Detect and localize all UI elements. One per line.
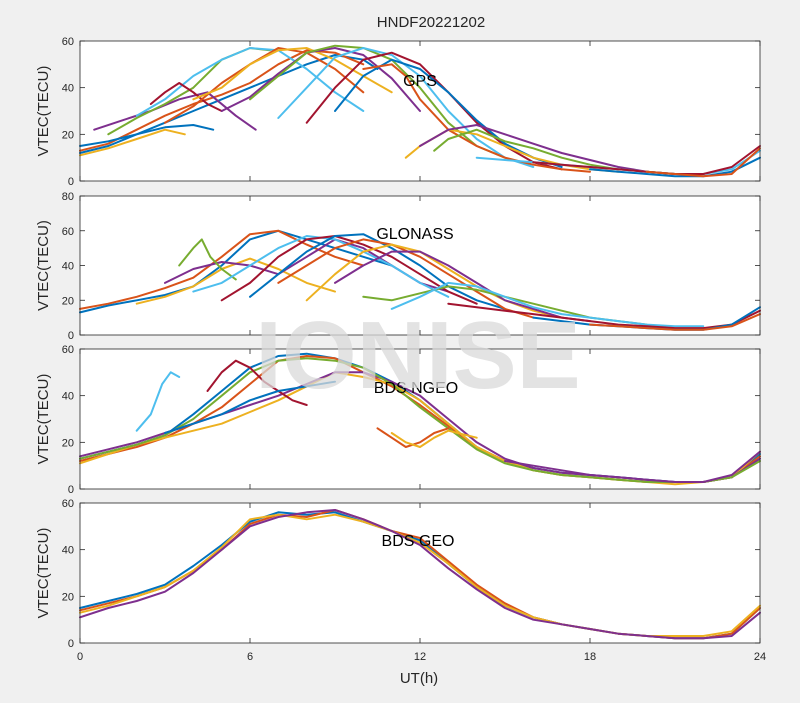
x-axis-label: UT(h) xyxy=(400,670,438,687)
y-axis-label: VTEC(TECU) xyxy=(35,220,52,311)
x-tick-label: 6 xyxy=(247,651,253,663)
y-axis-label: VTEC(TECU) xyxy=(35,528,52,619)
y-tick-label: 60 xyxy=(62,226,74,238)
series-line-14 xyxy=(305,51,563,171)
subplot-3: 0 20 40 60 BDS NGEO VTEC(TECU) xyxy=(35,344,761,496)
y-tick-label: 0 xyxy=(68,330,74,342)
y-tick-label: 40 xyxy=(62,545,74,557)
y-tick-label: 0 xyxy=(68,176,74,188)
x-tick-label: 12 xyxy=(414,651,426,663)
watermark: IONISE xyxy=(255,302,580,409)
subplots: 0204060GPSVTEC(TECU)020406080GLONASSVTEC… xyxy=(35,36,766,663)
x-tick-label: 18 xyxy=(584,651,596,663)
y-tick-label: 60 xyxy=(62,498,74,510)
series-line-4 xyxy=(93,91,257,131)
series-line-4 xyxy=(79,509,761,640)
panel-annotation: GLONASS xyxy=(376,226,453,243)
y-tick-label: 60 xyxy=(62,344,74,356)
series-line-1 xyxy=(79,229,393,314)
series-line-5 xyxy=(178,238,237,281)
y-tick-label: 40 xyxy=(62,391,74,403)
series-line-11 xyxy=(504,450,761,483)
series-line-2 xyxy=(79,229,365,310)
y-tick-label: 40 xyxy=(62,83,74,95)
series-line-7 xyxy=(206,359,308,406)
y-tick-label: 60 xyxy=(62,36,74,48)
series-line-9 xyxy=(164,47,365,124)
y-tick-label: 40 xyxy=(62,261,74,273)
subplot-2: 0 20 40 60 80 GLONASS VTEC(TECU) xyxy=(35,191,761,342)
series-line-6 xyxy=(135,371,181,432)
series-line-16 xyxy=(589,313,761,331)
x-tick-label: 24 xyxy=(754,651,766,663)
series-line-11 xyxy=(220,47,421,112)
series-line-16 xyxy=(362,63,591,173)
y-axis-label: VTEC(TECU) xyxy=(35,66,52,157)
series-line-8 xyxy=(164,380,336,434)
panel-annotation: GPS xyxy=(403,73,437,90)
series-line-13 xyxy=(390,281,705,328)
x-tick-label: 0 xyxy=(77,651,83,663)
y-tick-label: 20 xyxy=(62,295,74,307)
series-line-7 xyxy=(220,235,478,305)
y-tick-label: 20 xyxy=(62,591,74,603)
y-tick-label: 20 xyxy=(62,437,74,449)
y-axis-label: VTEC(TECU) xyxy=(35,374,52,465)
series-line-7 xyxy=(149,82,223,112)
series-line-11 xyxy=(334,250,591,323)
series-line-8 xyxy=(79,124,215,147)
y-tick-label: 20 xyxy=(62,129,74,141)
subplot-1: 0 20 40 60 GPS VTEC(TECU) xyxy=(35,36,761,188)
series-line-13 xyxy=(277,47,535,168)
panel-annotation: BDS GEO xyxy=(382,533,455,550)
series-line-23 xyxy=(645,147,761,178)
series-line-6 xyxy=(135,47,365,117)
series-line-3 xyxy=(79,128,186,157)
series-line-5 xyxy=(79,357,761,483)
axes-frame xyxy=(79,502,761,644)
series-line-10 xyxy=(192,47,393,101)
y-tick-label: 0 xyxy=(68,484,74,496)
panel-annotation: BDS NGEO xyxy=(374,380,458,397)
y-tick-label: 80 xyxy=(62,191,74,203)
series-line-14 xyxy=(447,302,761,330)
y-tick-label: 0 xyxy=(68,638,74,650)
axes-frame xyxy=(79,348,761,490)
axes-frame xyxy=(79,195,761,336)
series-line-10 xyxy=(390,429,478,448)
figure-title: HNDF20221202 xyxy=(377,14,485,31)
subplot-4: 0 20 40 60 0 6 12 18 24 BDS GEO VTEC(TECU) xyxy=(35,498,766,663)
series-line-22 xyxy=(589,156,761,178)
axes-frame xyxy=(79,40,761,182)
series-line-18 xyxy=(419,124,676,175)
